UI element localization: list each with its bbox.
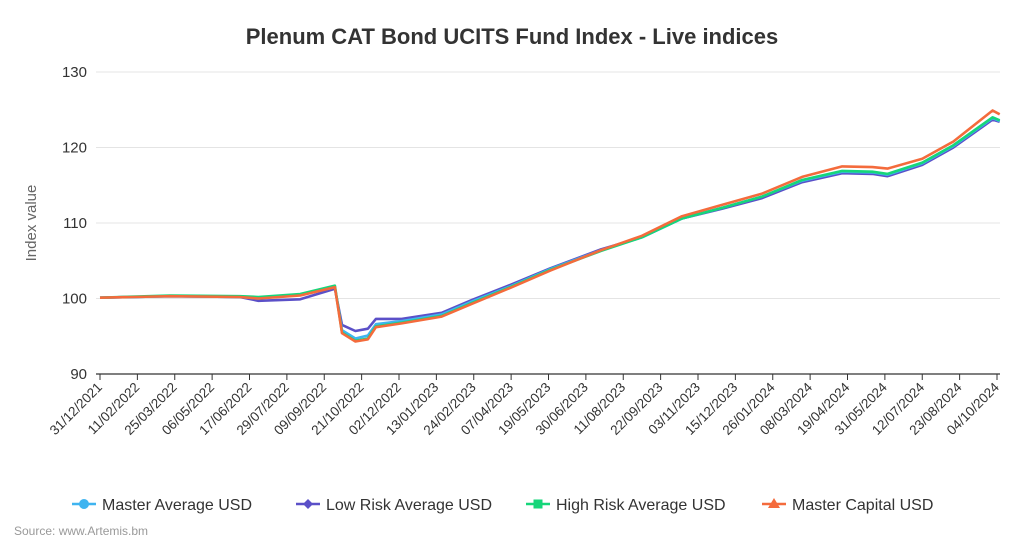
legend-label: Master Average USD [102, 497, 252, 514]
y-tick-label: 120 [62, 140, 87, 157]
series-line-master-capital-usd [99, 109, 1001, 343]
legend-item-master-average-usd[interactable]: Master Average USD [72, 497, 252, 514]
y-axis-label: Index value [23, 185, 40, 262]
legend-item-high-risk-average-usd[interactable]: High Risk Average USD [526, 497, 726, 514]
y-tick-label: 90 [70, 366, 87, 383]
legend-marker-diamond [303, 499, 313, 509]
legend-marker-square [533, 499, 543, 509]
legend-marker-circle [79, 499, 89, 509]
y-tick-label: 100 [62, 291, 87, 308]
y-tick-label: 130 [62, 64, 87, 81]
series-line-low-risk-average-usd [99, 118, 1001, 333]
legend-label: High Risk Average USD [556, 497, 726, 514]
legend-item-master-capital-usd[interactable]: Master Capital USD [762, 497, 933, 514]
source-note: Source: www.Artemis.bm [14, 524, 149, 538]
legend-marker-triangle [768, 498, 780, 508]
legend-label: Master Capital USD [792, 497, 933, 514]
chart-title: Plenum CAT Bond UCITS Fund Index - Live … [246, 24, 779, 49]
series-line-high-risk-average-usd [99, 116, 1001, 343]
legend-label: Low Risk Average USD [326, 497, 492, 514]
y-tick-label: 110 [63, 215, 87, 232]
series-line-master-average-usd [99, 116, 1001, 340]
legend-item-low-risk-average-usd[interactable]: Low Risk Average USD [296, 497, 492, 514]
